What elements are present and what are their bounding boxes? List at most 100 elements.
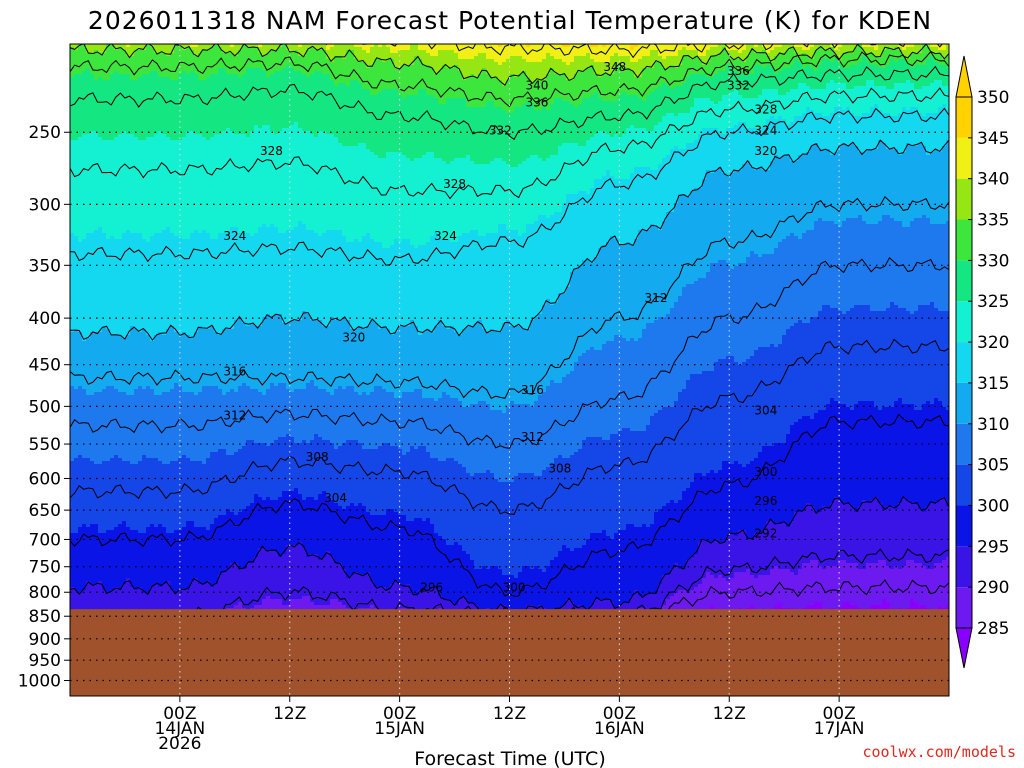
field-cell	[70, 293, 75, 297]
field-cell	[70, 359, 75, 363]
field-cell	[106, 551, 111, 555]
field-cell	[90, 461, 95, 465]
field-cell	[74, 503, 79, 507]
field-cell	[82, 449, 87, 453]
field-cell	[98, 479, 103, 483]
field-cell	[86, 278, 91, 282]
field-cell	[70, 326, 75, 330]
field-cell	[98, 407, 103, 411]
field-cell	[102, 461, 107, 465]
field-cell	[106, 503, 111, 507]
field-cell	[98, 440, 103, 444]
field-cell	[78, 269, 83, 273]
field-cell	[86, 527, 91, 531]
field-cell	[102, 341, 107, 345]
field-cell	[106, 92, 111, 96]
field-cell	[74, 575, 79, 579]
field-cell	[102, 452, 107, 456]
field-cell	[78, 266, 83, 270]
field-cell	[70, 140, 75, 144]
field-cell	[82, 407, 87, 411]
field-cell	[102, 146, 107, 150]
field-cell	[94, 488, 99, 492]
field-cell	[82, 557, 87, 561]
field-cell	[70, 113, 75, 117]
field-cell	[106, 596, 111, 600]
field-cell	[82, 137, 87, 141]
field-cell	[94, 53, 99, 57]
field-cell	[78, 56, 83, 60]
field-cell	[110, 95, 115, 99]
field-cell	[102, 458, 107, 462]
field-cell	[102, 98, 107, 102]
field-cell	[94, 254, 99, 258]
field-cell	[86, 506, 91, 510]
field-cell	[102, 104, 107, 108]
field-cell	[110, 422, 115, 426]
field-cell	[82, 191, 87, 195]
field-cell	[78, 101, 83, 105]
field-cell	[110, 221, 115, 225]
field-cell	[70, 401, 75, 405]
field-cell	[78, 587, 83, 591]
field-cell	[90, 194, 95, 198]
field-cell	[82, 302, 87, 306]
field-cell	[106, 455, 111, 459]
field-cell	[102, 128, 107, 132]
field-cell	[82, 395, 87, 399]
field-cell	[82, 551, 87, 555]
field-cell	[82, 272, 87, 276]
field-cell	[106, 179, 111, 183]
field-cell	[98, 206, 103, 210]
field-cell	[98, 515, 103, 519]
field-cell	[98, 572, 103, 576]
field-cell	[102, 503, 107, 507]
field-cell	[74, 404, 79, 408]
field-cell	[98, 527, 103, 531]
field-cell	[86, 587, 91, 591]
field-cell	[78, 83, 83, 87]
field-cell	[70, 290, 75, 294]
field-cell	[82, 320, 87, 324]
field-cell	[98, 473, 103, 477]
field-cell	[86, 575, 91, 579]
field-cell	[74, 548, 79, 552]
field-cell	[90, 221, 95, 225]
field-cell	[86, 320, 91, 324]
field-cell	[86, 497, 91, 501]
field-cell	[90, 392, 95, 396]
field-cell	[86, 593, 91, 597]
field-cell	[86, 503, 91, 507]
field-cell	[74, 125, 79, 129]
field-cell	[102, 560, 107, 564]
field-cell	[78, 317, 83, 321]
field-cell	[110, 86, 115, 90]
field-cell	[110, 545, 115, 549]
field-cell	[114, 119, 119, 123]
field-cell	[102, 185, 107, 189]
field-cell	[110, 50, 115, 54]
field-cell	[98, 266, 103, 270]
field-cell	[74, 167, 79, 171]
field-cell	[86, 494, 91, 498]
field-cell	[98, 149, 103, 153]
field-cell	[106, 164, 111, 168]
field-cell	[78, 92, 83, 96]
field-cell	[94, 329, 99, 333]
field-cell	[74, 593, 79, 597]
field-cell	[106, 407, 111, 411]
field-cell	[98, 350, 103, 354]
field-cell	[70, 77, 75, 81]
field-cell	[110, 446, 115, 450]
field-cell	[110, 533, 115, 537]
field-cell	[98, 455, 103, 459]
field-cell	[98, 173, 103, 177]
field-cell	[70, 302, 75, 306]
field-cell	[82, 56, 87, 60]
field-cell	[102, 308, 107, 312]
field-cell	[82, 515, 87, 519]
field-cell	[98, 308, 103, 312]
field-cell	[70, 122, 75, 126]
field-cell	[102, 422, 107, 426]
field-cell	[98, 347, 103, 351]
